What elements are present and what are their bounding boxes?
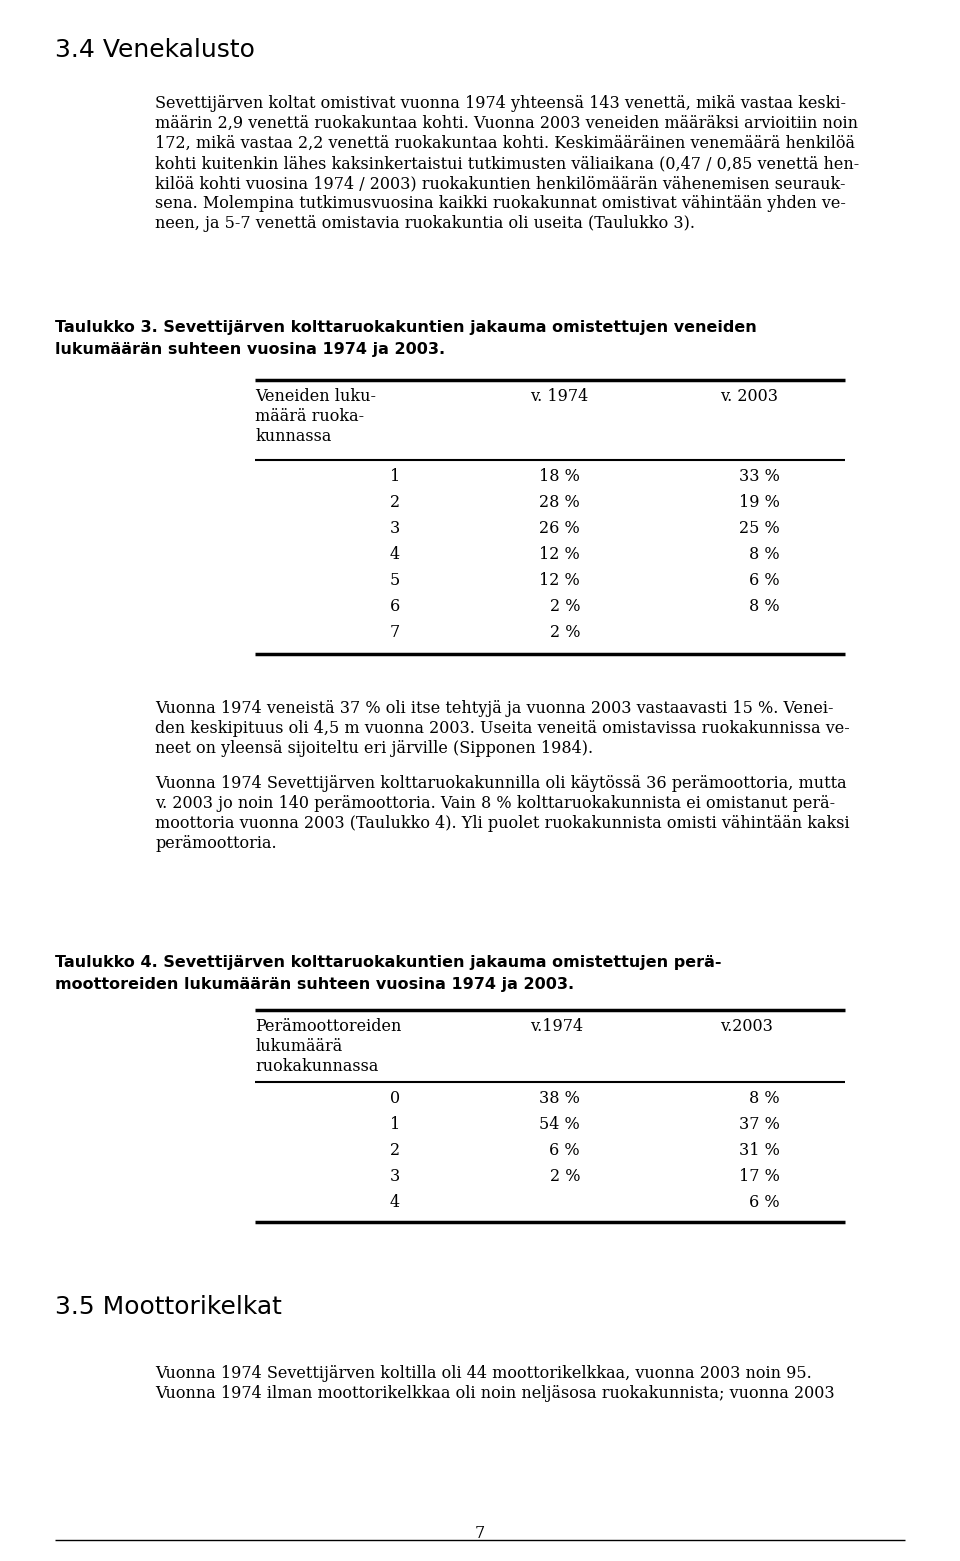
Text: Vuonna 1974 ilman moottorikelkkaa oli noin neljäsosa ruokakunnista; vuonna 2003: Vuonna 1974 ilman moottorikelkkaa oli no… <box>155 1385 834 1402</box>
Text: 172, mikä vastaa 2,2 venettä ruokakuntaa kohti. Keskimääräinen venemäärä henkilö: 172, mikä vastaa 2,2 venettä ruokakuntaa… <box>155 134 855 151</box>
Text: 3: 3 <box>390 1168 400 1185</box>
Text: kohti kuitenkin lähes kaksinkertaistui tutkimusten väliaikana (0,47 / 0,85 venet: kohti kuitenkin lähes kaksinkertaistui t… <box>155 155 859 172</box>
Text: den keskipituus oli 4,5 m vuonna 2003. Useita veneitä omistavissa ruokakunnissa : den keskipituus oli 4,5 m vuonna 2003. U… <box>155 720 850 737</box>
Text: v.2003: v.2003 <box>720 1018 773 1035</box>
Text: 1: 1 <box>390 1116 400 1133</box>
Text: moottoreiden lukumäärän suhteen vuosina 1974 ja 2003.: moottoreiden lukumäärän suhteen vuosina … <box>55 977 574 991</box>
Text: 2 %: 2 % <box>549 598 580 615</box>
Text: neet on yleensä sijoiteltu eri järville (Sipponen 1984).: neet on yleensä sijoiteltu eri järville … <box>155 740 593 757</box>
Text: 37 %: 37 % <box>739 1116 780 1133</box>
Text: 3.5 Moottorikelkat: 3.5 Moottorikelkat <box>55 1296 282 1319</box>
Text: 1: 1 <box>390 468 400 485</box>
Text: Vuonna 1974 Sevettijärven kolttaruokakunnilla oli käytössä 36 perämoottoria, mut: Vuonna 1974 Sevettijärven kolttaruokakun… <box>155 774 847 791</box>
Text: 54 %: 54 % <box>540 1116 580 1133</box>
Text: 38 %: 38 % <box>540 1090 580 1107</box>
Text: Veneiden luku-: Veneiden luku- <box>255 389 376 404</box>
Text: v.1974: v.1974 <box>530 1018 583 1035</box>
Text: lukumäärän suhteen vuosina 1974 ja 2003.: lukumäärän suhteen vuosina 1974 ja 2003. <box>55 342 445 357</box>
Text: 7: 7 <box>390 624 400 642</box>
Text: 2 %: 2 % <box>549 1168 580 1185</box>
Text: 2: 2 <box>390 493 400 510</box>
Text: 12 %: 12 % <box>540 546 580 564</box>
Text: 0: 0 <box>390 1090 400 1107</box>
Text: määrin 2,9 venettä ruokakuntaa kohti. Vuonna 2003 veneiden määräksi arvioitiin n: määrin 2,9 venettä ruokakuntaa kohti. Vu… <box>155 116 858 133</box>
Text: 17 %: 17 % <box>739 1168 780 1185</box>
Text: 6: 6 <box>390 598 400 615</box>
Text: 2 %: 2 % <box>549 624 580 642</box>
Text: Taulukko 3. Sevettijärven kolttaruokakuntien jakauma omistettujen veneiden: Taulukko 3. Sevettijärven kolttaruokakun… <box>55 320 756 336</box>
Text: Sevettijärven koltat omistivat vuonna 1974 yhteensä 143 venettä, mikä vastaa kes: Sevettijärven koltat omistivat vuonna 19… <box>155 95 846 112</box>
Text: 3.4 Venekalusto: 3.4 Venekalusto <box>55 37 254 62</box>
Text: ruokakunnassa: ruokakunnassa <box>255 1058 378 1076</box>
Text: Perämoottoreiden: Perämoottoreiden <box>255 1018 401 1035</box>
Text: lukumäärä: lukumäärä <box>255 1038 343 1055</box>
Text: 25 %: 25 % <box>739 520 780 537</box>
Text: v. 2003 jo noin 140 perämoottoria. Vain 8 % kolttaruokakunnista ei omistanut per: v. 2003 jo noin 140 perämoottoria. Vain … <box>155 795 835 812</box>
Text: 8 %: 8 % <box>750 546 780 564</box>
Text: 7: 7 <box>475 1525 485 1542</box>
Text: neen, ja 5-7 venettä omistavia ruokakuntia oli useita (Taulukko 3).: neen, ja 5-7 venettä omistavia ruokakunt… <box>155 215 695 233</box>
Text: perämoottoria.: perämoottoria. <box>155 835 276 852</box>
Text: kilöä kohti vuosina 1974 / 2003) ruokakuntien henkilömäärän vähenemisen seurauk-: kilöä kohti vuosina 1974 / 2003) ruokaku… <box>155 175 846 192</box>
Text: v. 2003: v. 2003 <box>720 389 778 404</box>
Text: 19 %: 19 % <box>739 493 780 510</box>
Text: Taulukko 4. Sevettijärven kolttaruokakuntien jakauma omistettujen perä-: Taulukko 4. Sevettijärven kolttaruokakun… <box>55 955 722 969</box>
Text: 6 %: 6 % <box>750 571 780 588</box>
Text: 8 %: 8 % <box>750 1090 780 1107</box>
Text: v. 1974: v. 1974 <box>530 389 588 404</box>
Text: 28 %: 28 % <box>540 493 580 510</box>
Text: 18 %: 18 % <box>540 468 580 485</box>
Text: 6 %: 6 % <box>549 1143 580 1158</box>
Text: 26 %: 26 % <box>540 520 580 537</box>
Text: 4: 4 <box>390 546 400 564</box>
Text: kunnassa: kunnassa <box>255 428 331 445</box>
Text: 8 %: 8 % <box>750 598 780 615</box>
Text: 6 %: 6 % <box>750 1194 780 1211</box>
Text: määrä ruoka-: määrä ruoka- <box>255 407 364 425</box>
Text: 2: 2 <box>390 1143 400 1158</box>
Text: 33 %: 33 % <box>739 468 780 485</box>
Text: Vuonna 1974 Sevettijärven koltilla oli 44 moottorikelkkaa, vuonna 2003 noin 95.: Vuonna 1974 Sevettijärven koltilla oli 4… <box>155 1364 812 1381</box>
Text: 31 %: 31 % <box>739 1143 780 1158</box>
Text: 5: 5 <box>390 571 400 588</box>
Text: sena. Molempina tutkimusvuosina kaikki ruokakunnat omistivat vähintään yhden ve-: sena. Molempina tutkimusvuosina kaikki r… <box>155 195 846 212</box>
Text: 4: 4 <box>390 1194 400 1211</box>
Text: Vuonna 1974 veneistä 37 % oli itse tehtyjä ja vuonna 2003 vastaavasti 15 %. Vene: Vuonna 1974 veneistä 37 % oli itse tehty… <box>155 699 833 716</box>
Text: 3: 3 <box>390 520 400 537</box>
Text: 12 %: 12 % <box>540 571 580 588</box>
Text: moottoria vuonna 2003 (Taulukko 4). Yli puolet ruokakunnista omisti vähintään ka: moottoria vuonna 2003 (Taulukko 4). Yli … <box>155 815 850 832</box>
